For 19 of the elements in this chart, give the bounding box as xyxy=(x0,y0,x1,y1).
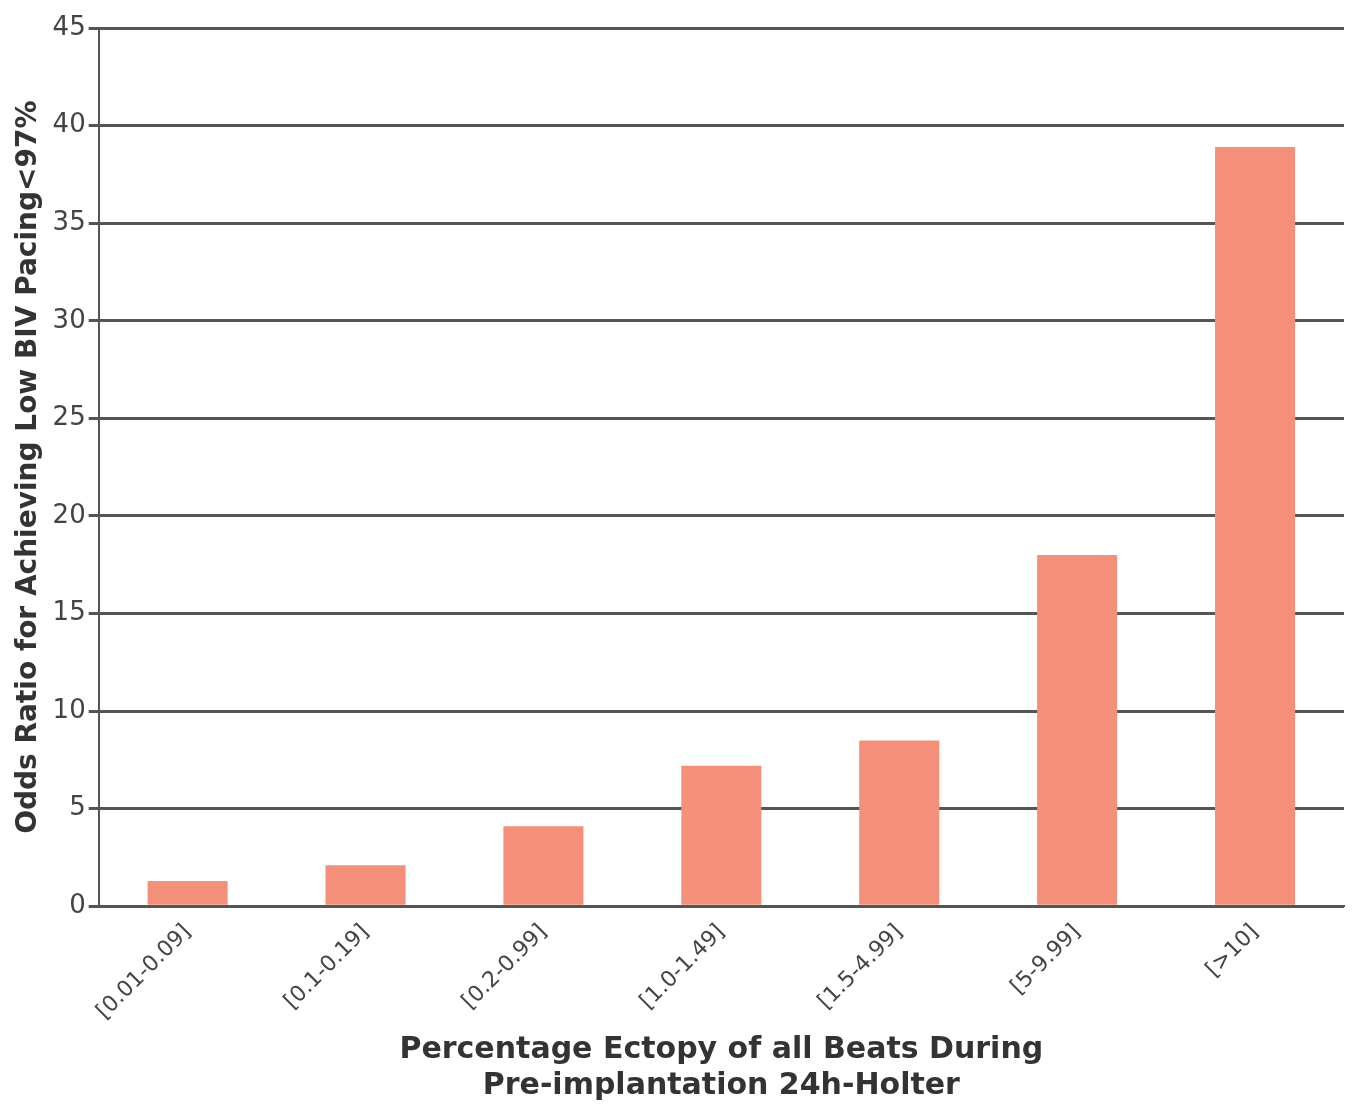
bar xyxy=(681,765,762,905)
y-tick-label: 0 xyxy=(69,889,86,920)
bar xyxy=(147,880,228,905)
bar xyxy=(503,826,584,905)
y-tick-label: 5 xyxy=(69,791,86,822)
bar xyxy=(1215,147,1296,905)
y-axis-title: Odds Ratio for Achieving Low BIV Pacing<97% xyxy=(10,100,44,834)
bar xyxy=(1037,554,1118,905)
y-tick-label: 30 xyxy=(52,303,86,334)
y-tick-label: 25 xyxy=(52,401,86,432)
bar xyxy=(325,865,406,905)
y-tick-label: 45 xyxy=(52,10,86,41)
y-tick-label: 40 xyxy=(52,108,86,139)
y-tick-label: 15 xyxy=(52,596,86,627)
y-tick-label: 10 xyxy=(52,693,86,724)
y-tick-label: 35 xyxy=(52,205,86,236)
bar xyxy=(859,740,940,905)
x-axis-title: Percentage Ectopy of all Beats During Pre-implantation 24h-Holter xyxy=(399,1029,1044,1101)
y-tick-label: 20 xyxy=(52,498,86,529)
